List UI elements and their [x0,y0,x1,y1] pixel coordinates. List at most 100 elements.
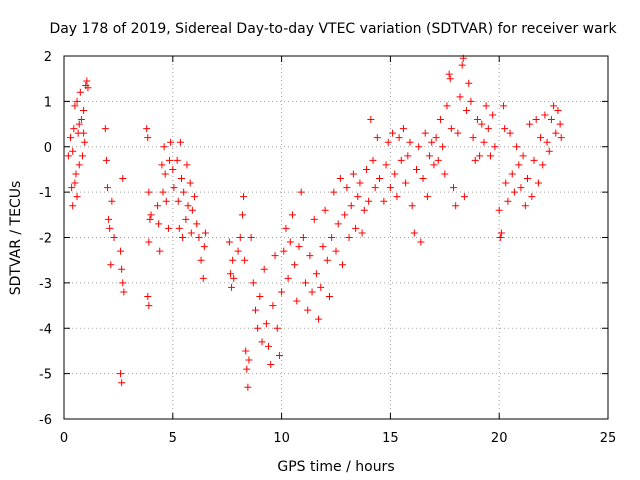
data-point [78,152,86,160]
data-point [244,383,252,391]
data-point [175,224,183,232]
data-point [460,193,468,201]
data-point [352,224,360,232]
data-point [169,165,177,173]
data-point [145,238,153,246]
y-tick-label: -2 [39,232,52,247]
data-point [413,165,421,173]
data-point [80,129,88,137]
data-point [480,138,488,146]
data-point [547,116,555,124]
data-point [406,138,414,146]
data-point [382,161,390,169]
data-point [325,292,333,300]
data-point [467,97,475,105]
data-point [84,84,92,92]
data-point [174,197,182,205]
data-point [302,279,310,287]
x-axis-label: GPS time / hours [277,459,394,475]
data-point [445,70,453,78]
data-point [469,134,477,142]
data-point [187,229,195,237]
data-point [534,179,542,187]
data-point [117,247,125,255]
data-point [526,120,534,128]
data-point [110,234,118,241]
data-point [143,125,151,133]
data-point [199,274,207,282]
y-tick-label: -5 [39,368,52,383]
data-point [556,120,564,128]
data-point [328,234,336,241]
data-point [508,170,516,178]
data-point [384,138,392,146]
y-tick-label: -3 [39,277,52,292]
data-point [286,238,294,246]
data-point [154,202,162,210]
data-point [200,243,208,251]
data-point [144,134,152,142]
data-point [176,138,184,146]
data-point [269,302,277,310]
data-point [81,138,89,146]
data-point [162,197,170,205]
data-point [482,102,490,110]
data-point [245,356,253,364]
data-point [417,238,425,246]
data-point [554,106,562,114]
x-tick-label: 25 [600,431,617,446]
data-point [230,274,238,282]
data-point [349,170,357,178]
data-point [319,243,327,251]
data-point [188,206,196,214]
data-point [393,193,401,201]
data-point [71,102,79,110]
data-point [240,193,248,201]
data-point [391,170,399,178]
data-point [376,175,384,183]
data-point [236,234,244,241]
data-point [519,152,527,160]
data-point [496,234,504,241]
data-point [102,156,110,164]
x-tick-label: 10 [273,431,290,446]
data-point [321,206,329,214]
data-point [249,279,257,287]
data-point [258,338,266,346]
data-point [336,175,344,183]
y-tick-labels: -6 -5 -4 -3 -2 -1 0 1 2 [39,50,52,428]
data-point [500,102,508,110]
data-point [178,175,186,183]
data-point [456,93,464,101]
data-point [73,97,81,105]
data-point [295,243,303,251]
grid-lines [64,56,608,419]
data-point [304,306,312,314]
data-point [241,256,249,264]
data-point [69,202,77,210]
data-point [256,292,264,300]
data-point [228,283,236,291]
data-point [273,324,281,332]
data-point [105,215,113,223]
data-point [226,270,234,278]
data-point [117,370,125,378]
data-point [173,156,181,164]
data-point [293,297,301,305]
data-point [537,134,545,142]
data-point [164,224,172,232]
data-point [360,206,368,214]
data-point [119,279,127,287]
y-tick-label: 0 [44,141,52,156]
data-points [64,54,565,391]
data-point [184,202,192,210]
x-tick-label: 0 [60,431,68,446]
data-point [284,274,292,282]
data-point [106,224,114,232]
data-point [362,165,370,173]
data-point [271,252,279,260]
y-axis-label: SDTVAR / TECUs [8,181,24,296]
data-point [193,220,201,228]
data-point [432,134,440,142]
